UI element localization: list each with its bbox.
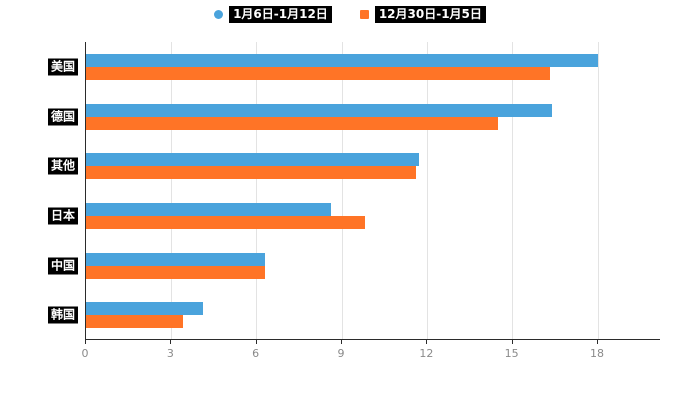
bar-series-2 — [86, 315, 183, 329]
bar-series-2 — [86, 116, 499, 130]
category-label: 其他 — [47, 157, 78, 175]
legend-label-series-1: 1月6日-1月12日 — [229, 6, 332, 23]
bar-series-2 — [86, 215, 365, 229]
x-axis-tick-mark — [511, 340, 513, 344]
gridline — [512, 42, 514, 339]
legend-item-series-2[interactable]: 12月30日-1月5日 — [359, 6, 486, 23]
legend-marker-square-icon — [359, 10, 369, 19]
gridline — [170, 42, 172, 339]
category-label: 韩国 — [47, 306, 78, 324]
x-axis-tick-mark — [341, 340, 342, 344]
bar-series-1 — [86, 252, 266, 266]
bar-series-1 — [86, 103, 553, 117]
x-axis-tick-mark — [426, 340, 428, 344]
category-label: 中国 — [47, 257, 78, 274]
chart-legend: 1月6日-1月12日 12月30日-1月5日 — [0, 6, 700, 23]
x-axis-tick-label: 15 — [504, 347, 519, 360]
x-axis-tick-label: 18 — [590, 347, 604, 360]
legend-marker-circle-icon — [214, 10, 224, 19]
gridline — [256, 42, 258, 339]
bar-series-1 — [86, 202, 331, 216]
x-axis-tick-mark — [255, 340, 257, 344]
x-axis-tick-label: 0 — [81, 347, 89, 360]
legend-item-series-1[interactable]: 1月6日-1月12日 — [214, 6, 332, 23]
bar-series-1 — [86, 153, 419, 167]
x-axis-tick-label: 9 — [337, 347, 345, 360]
bar-series-2 — [86, 66, 550, 80]
legend-label-series-2: 12月30日-1月5日 — [374, 6, 486, 23]
bar-series-1 — [86, 302, 203, 316]
x-axis-tick-mark — [170, 340, 172, 344]
gridline — [426, 42, 428, 339]
x-axis-tick-label: 3 — [166, 347, 174, 360]
plot-area — [85, 42, 660, 340]
category-label: 美国 — [47, 58, 78, 76]
x-axis-tick-mark — [597, 340, 598, 344]
bar-series-2 — [86, 265, 266, 279]
x-axis-tick-label: 6 — [252, 347, 260, 360]
gridline — [597, 42, 599, 339]
gridline — [341, 42, 343, 339]
bar-series-2 — [86, 166, 416, 180]
category-label: 德国 — [47, 108, 78, 125]
x-axis-tick-label: 12 — [419, 347, 434, 360]
bar-series-1 — [86, 53, 598, 67]
category-label: 日本 — [47, 207, 78, 225]
x-axis-tick-mark — [85, 340, 86, 344]
